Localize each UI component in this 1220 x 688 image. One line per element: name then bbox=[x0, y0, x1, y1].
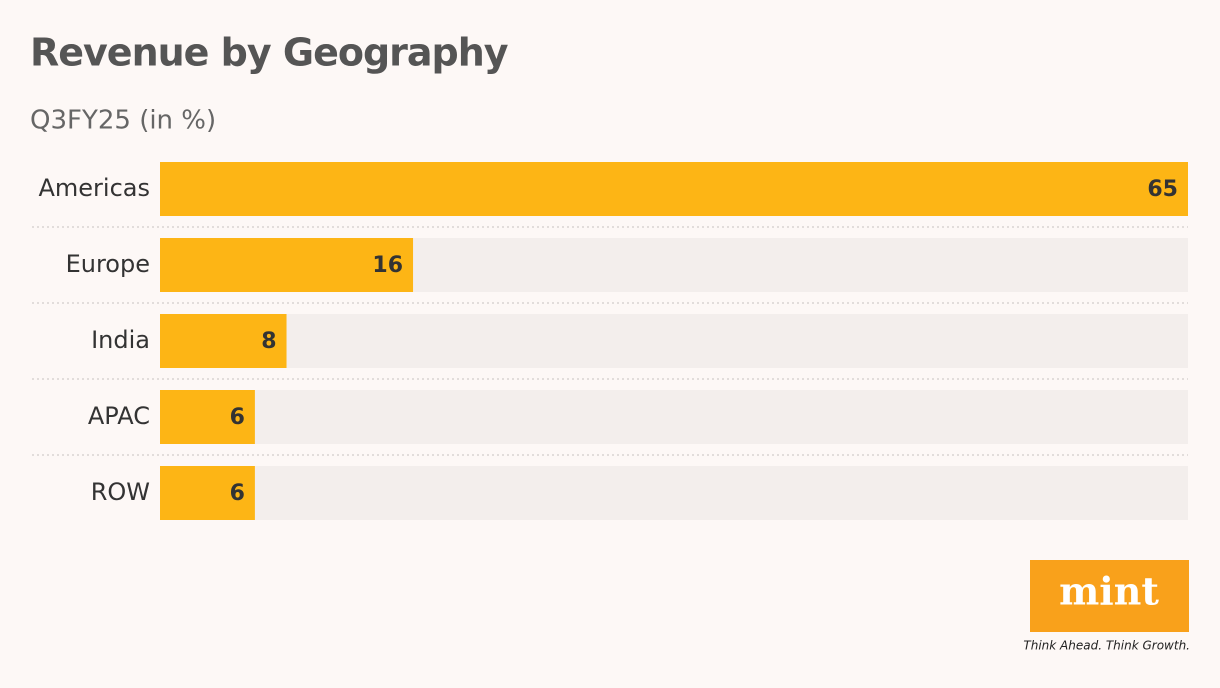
category-label: Americas bbox=[38, 174, 150, 202]
bar bbox=[160, 390, 255, 444]
bar-track bbox=[160, 466, 1188, 520]
value-label: 6 bbox=[230, 405, 245, 430]
logo-tagline: Think Ahead. Think Growth. bbox=[1023, 639, 1190, 653]
value-label: 6 bbox=[230, 481, 245, 506]
logo-brand: mint bbox=[1059, 569, 1159, 614]
category-label: ROW bbox=[91, 478, 150, 506]
bar bbox=[160, 162, 1188, 216]
chart-subtitle: Q3FY25 (in %) bbox=[30, 106, 216, 136]
value-label: 16 bbox=[372, 253, 403, 278]
chart-title: Revenue by Geography bbox=[30, 31, 509, 75]
value-label: 65 bbox=[1147, 177, 1178, 202]
category-label: Europe bbox=[66, 250, 150, 278]
category-label: India bbox=[91, 326, 150, 354]
value-label: 8 bbox=[261, 329, 276, 354]
bar bbox=[160, 314, 287, 368]
category-label: APAC bbox=[88, 402, 150, 430]
bar-track bbox=[160, 314, 1188, 368]
bar-track bbox=[160, 390, 1188, 444]
bar bbox=[160, 238, 414, 292]
logo-box bbox=[1030, 560, 1189, 632]
bar bbox=[160, 466, 255, 520]
